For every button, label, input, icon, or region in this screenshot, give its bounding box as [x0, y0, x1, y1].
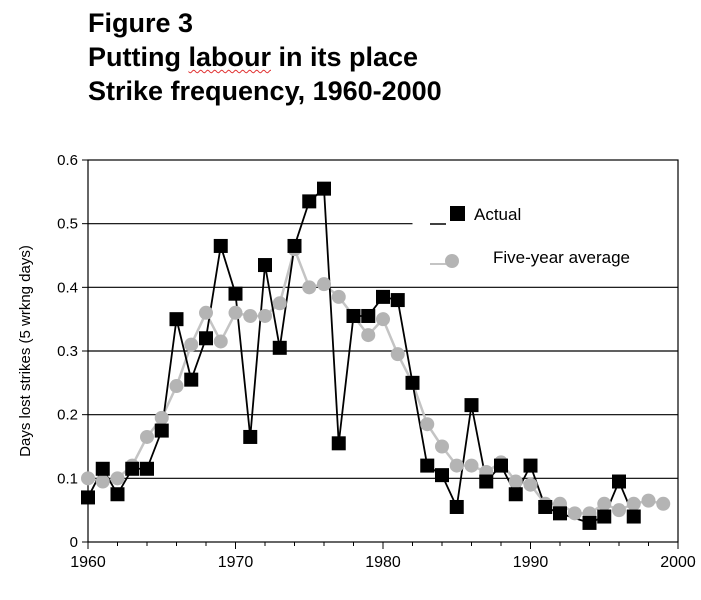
chart-title-pre: Putting [88, 42, 189, 72]
point-five-year-average [95, 474, 110, 489]
point-five-year-average [243, 308, 258, 323]
point-actual [287, 238, 302, 253]
series-line-actual [87, 186, 635, 524]
point-five-year-average [508, 474, 523, 489]
point-five-year-average [110, 471, 125, 486]
point-actual [376, 289, 390, 304]
point-actual [523, 458, 538, 473]
point-actual [140, 461, 154, 476]
point-five-year-average [626, 496, 641, 511]
point-five-year-average [81, 471, 95, 486]
point-five-year-average [317, 277, 331, 292]
x-tick-label: 1980 [365, 554, 401, 571]
x-tick-label: 1960 [70, 554, 106, 571]
point-actual [272, 340, 287, 355]
point-five-year-average [376, 312, 390, 327]
point-actual [302, 194, 317, 209]
y-tick-label: 0.3 [57, 343, 78, 360]
point-actual [449, 499, 464, 514]
point-actual [405, 375, 420, 390]
y-tick-label: 0.2 [57, 407, 78, 424]
x-tick-label: 1970 [218, 554, 254, 571]
point-actual [213, 238, 228, 253]
y-tick-label: 0.6 [57, 152, 78, 169]
grid-lines [88, 223, 678, 479]
x-tick-label: 2000 [660, 554, 696, 571]
point-actual [81, 490, 95, 505]
point-actual [538, 499, 553, 514]
point-five-year-average [199, 305, 213, 320]
point-actual [612, 474, 626, 489]
point-actual [390, 293, 405, 308]
y-axis-label: Days lost strikes (5 wrkng days) [17, 245, 34, 457]
x-tick-label: 1990 [513, 554, 549, 571]
legend-marker-actual [450, 206, 465, 221]
point-five-year-average [567, 506, 582, 521]
point-actual [626, 509, 641, 524]
chart-title: Putting labour in its place [88, 40, 442, 74]
point-actual [110, 487, 125, 502]
point-five-year-average [420, 417, 435, 432]
point-actual [464, 398, 479, 413]
point-actual [361, 308, 376, 323]
point-actual [258, 258, 272, 273]
series-line-five-year-average [87, 245, 664, 515]
figure-label: Figure 3 [88, 8, 194, 38]
chart-title-post: in its place [271, 42, 419, 72]
point-actual [435, 468, 449, 483]
point-actual [346, 308, 361, 323]
point-five-year-average [597, 496, 612, 511]
point-actual [184, 372, 199, 387]
point-five-year-average [302, 280, 317, 295]
point-five-year-average [361, 328, 376, 343]
point-five-year-average [464, 458, 479, 473]
point-actual [317, 181, 331, 196]
point-five-year-average [213, 334, 228, 349]
y-tick-label: 0.1 [57, 470, 78, 487]
x-axis: 1960 1970 1980 1990 2000 [70, 542, 696, 571]
point-five-year-average [656, 496, 671, 511]
point-actual [125, 461, 140, 476]
series-layer [81, 181, 671, 530]
point-five-year-average [154, 410, 169, 425]
point-actual [553, 506, 567, 521]
point-actual [479, 474, 494, 489]
y-tick-label: 0.4 [57, 279, 78, 296]
point-five-year-average [331, 289, 346, 304]
point-actual [228, 286, 243, 301]
point-actual [494, 458, 508, 473]
y-tick-label: 0 [70, 534, 78, 551]
legend-label-five-year-average: Five-year average [493, 248, 630, 267]
point-five-year-average [641, 493, 656, 508]
point-actual [169, 312, 184, 327]
point-five-year-average [523, 477, 538, 492]
y-tick-label: 0.5 [57, 216, 78, 233]
point-five-year-average [184, 337, 199, 352]
point-actual [243, 429, 258, 444]
point-actual [154, 423, 169, 438]
point-actual [420, 458, 435, 473]
point-five-year-average [169, 379, 184, 394]
chart-title-flagged-word: labour [188, 42, 271, 72]
point-five-year-average [612, 503, 626, 518]
legend-marker-five-year-average [445, 254, 459, 268]
point-actual [199, 331, 213, 346]
point-five-year-average [228, 305, 243, 320]
point-actual [95, 461, 110, 476]
chart-subtitle: Strike frequency, 1960-2000 [88, 76, 442, 106]
point-actual [508, 487, 523, 502]
figure-title-block: Figure 3 Putting labour in its place Str… [88, 6, 442, 108]
point-five-year-average [140, 429, 154, 444]
point-actual [331, 436, 346, 451]
point-five-year-average [272, 296, 287, 311]
point-five-year-average [449, 458, 464, 473]
point-five-year-average [258, 308, 272, 323]
point-actual [582, 515, 597, 530]
point-five-year-average [435, 439, 449, 454]
legend-label-actual: Actual [474, 205, 521, 224]
point-actual [597, 509, 612, 524]
point-five-year-average [390, 347, 405, 362]
legend: Actual Five-year average [430, 205, 630, 268]
